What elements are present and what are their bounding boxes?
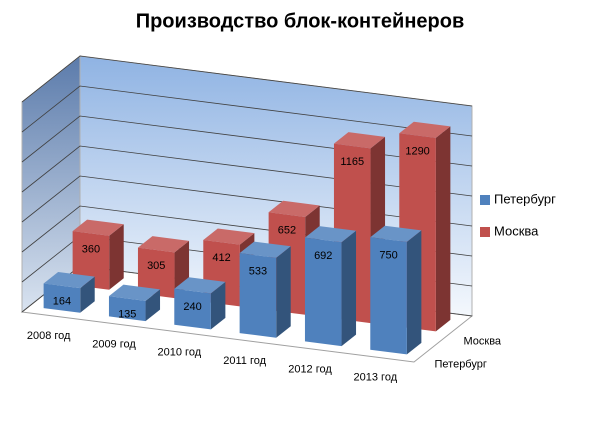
- bar-top: [268, 200, 320, 217]
- bar: [43, 283, 81, 313]
- bar-side: [109, 224, 124, 290]
- bar-top: [72, 219, 124, 236]
- data-label: 360: [82, 243, 100, 255]
- legend-swatch: [480, 227, 490, 237]
- x-tick-label: 2008 год: [27, 330, 71, 342]
- bar: [108, 296, 146, 322]
- bar-side: [210, 281, 226, 330]
- data-label: 652: [278, 225, 296, 237]
- legend-swatch: [480, 195, 490, 205]
- data-label: 135: [118, 308, 136, 320]
- data-label: 1165: [340, 156, 364, 168]
- bar: [239, 253, 277, 338]
- bar-side: [145, 289, 161, 322]
- bar-top: [370, 225, 422, 242]
- bar: [137, 247, 175, 299]
- data-label: 240: [183, 301, 201, 313]
- legend-label: Петербург: [494, 191, 556, 206]
- data-label: 412: [212, 252, 230, 264]
- legend-label: Москва: [494, 223, 539, 238]
- bar-side: [435, 126, 451, 332]
- bar-side: [276, 246, 291, 338]
- bar-side: [341, 230, 357, 347]
- bar-side: [80, 276, 95, 313]
- data-label: 692: [314, 250, 332, 262]
- depth-label: Москва: [464, 335, 502, 347]
- data-label: 533: [249, 265, 267, 277]
- x-tick-label: 2013 год: [354, 372, 398, 384]
- bar-top: [203, 228, 255, 245]
- bar-top: [108, 284, 161, 301]
- grid-line: [21, 85, 473, 137]
- data-label: 1290: [405, 145, 429, 157]
- bar: [304, 237, 342, 347]
- bar-side: [406, 230, 422, 355]
- data-label: 164: [53, 296, 71, 308]
- x-tick-label: 2012 год: [288, 363, 332, 375]
- bar-top: [333, 132, 386, 149]
- grid-line: [21, 55, 473, 107]
- x-tick-label: 2010 год: [158, 347, 202, 359]
- x-tick-label: 2009 год: [92, 338, 136, 350]
- x-tick-label: 2011 год: [223, 355, 266, 367]
- chart-title: Производство блок-контейнеров: [136, 10, 465, 32]
- bar-top: [43, 271, 95, 289]
- data-label: 305: [147, 260, 165, 272]
- bar: [370, 237, 407, 355]
- bar-top: [399, 121, 451, 138]
- bar-top: [137, 236, 190, 253]
- bar-top: [174, 277, 226, 294]
- bar-top: [239, 241, 291, 258]
- depth-label: Петербург: [435, 358, 487, 370]
- bar-top: [304, 226, 357, 243]
- data-label: 750: [379, 249, 397, 261]
- bar: [174, 288, 211, 330]
